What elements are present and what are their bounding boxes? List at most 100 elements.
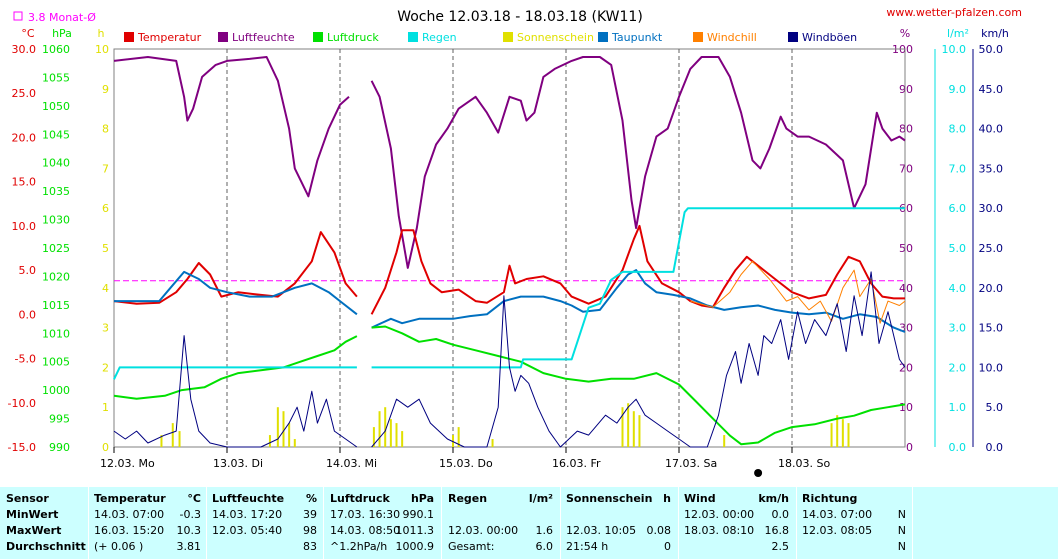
stats-header: Sonnenschein [566,492,653,505]
separator [796,487,797,559]
separator [912,487,913,559]
axis-unit-label: l/m² [947,27,969,40]
axis-tick-label: 0.0 [949,441,967,454]
legend: Temperatur Luftfeuchte Luftdruck Regen Sonne… [124,31,857,44]
sunshine-bar [288,423,291,447]
axis-tick-label: 50.0 [979,43,1004,56]
stats-time: ^1.2hPa/h [330,540,388,553]
axis-tick-label: 3.0 [949,322,967,335]
axis-tick-label: 1030 [42,214,70,227]
stats-header: Sensor [6,492,49,505]
axis-tick-label: 1050 [42,100,70,113]
axis-tick-label: 1000 [42,384,70,397]
stats-value: N [897,508,906,521]
sunshine-bar [171,423,174,447]
sunshine-bar [621,407,624,447]
legend-swatch [124,32,134,42]
series-taupunkt-line [371,269,906,333]
legend-swatch [693,32,703,42]
stats-unit: l/m² [528,492,553,505]
axis-tick-label: 60 [899,202,913,215]
stats-time: 12.03. 00:00 [448,524,519,537]
stats-time: Gesamt: [448,540,495,553]
sunshine-bar [627,403,630,447]
separator [678,487,679,559]
stats-time: 16.03. 15:20 [94,524,165,537]
x-tick-label: 12.03. Mo [100,457,155,470]
stats-time: 14.03. 17:20 [212,508,283,521]
source-link[interactable]: www.wetter-pfalzen.com [886,6,1022,19]
stats-col-sonnenschein: Sonnenschein h 12.03. 10:05 0.08 21:54 h 0 [566,487,671,559]
sunshine-bar [841,419,844,447]
x-tick-label: 15.03. Do [439,457,493,470]
axis-tick-label: 20.0 [12,131,37,144]
series-windchill-line [690,260,906,324]
axis-tick-label: 20 [899,361,913,374]
axis-tick-label: 0.0 [986,441,1004,454]
axis-tick-label: 1040 [42,157,70,170]
sunshine-bar [723,435,726,447]
x-tick-label: 16.03. Fr [552,457,601,470]
axis-tick-label: 5.0 [19,264,37,277]
stats-unit: °C [187,492,201,505]
stats-value: 0 [664,540,671,553]
month-avg-icon [13,11,23,21]
sunshine-bar [293,439,296,447]
axis-tick-label: 7 [102,162,109,175]
stats-time: 12.03. 10:05 [566,524,637,537]
sunshine-bar [178,431,181,447]
axis-tick-label: 1 [102,401,109,414]
stats-unit: hPa [410,492,434,505]
axis-unit-label: % [900,27,910,40]
axis-tick-label: 9 [102,83,109,96]
stats-value: 3.81 [176,540,202,553]
axis-tick-label: 10 [95,43,109,56]
weather-chart: Woche 12.03.18 - 18.03.18 (KW11) www.wet… [8,6,1022,477]
legend-swatch [408,32,418,42]
stats-value: 990.1 [402,508,435,521]
stats-col-regen: Regen l/m² 12.03. 00:00 1.6 Gesamt: 6.0 [448,487,553,559]
legend-swatch [218,32,228,42]
axis-tick-label: 1010 [42,327,70,340]
stats-unit: km/h [758,492,789,505]
sunshine-bar [638,415,641,447]
legend-label: Sonnenschein [517,31,594,44]
axis-tick-label: 10 [899,401,913,414]
sunshine-bar [457,427,460,447]
sunshine-bar [632,411,635,447]
axis-tick-label: 1055 [42,71,70,84]
series-temperatur-line [113,231,358,305]
sunshine-bar [268,435,271,447]
stats-value: -0.3 [179,508,201,521]
stats-value: 16.8 [764,524,790,537]
month-avg-label: 3.8 Monat-Ø [28,11,96,24]
series-regen-line [113,366,357,380]
stats-col-richtung: Richtung 14.03. 07:00 N 12.03. 08:05 N N [802,487,906,559]
sunshine-bar [395,423,398,447]
legend-label: Luftfeuchte [232,31,295,44]
series-temperatur-line [370,224,905,315]
x-tick-label: 14.03. Mi [326,457,377,470]
stats-col-luftfeuchte: Luftfeuchte% 14.03. 17:20 39 12.03. 05:40… [212,487,317,559]
axis-tick-label: 30 [899,322,913,335]
axis-tick-label: 10.0 [979,361,1004,374]
x-axis: 12.03. Mo 13.03. Di 14.03. Mi 15.03. Do 16.0… [100,447,830,477]
stats-col-luftdruck: Luftdruck hPa 17.03. 16:30 990.1 14.03. 08… [330,487,434,559]
axis-tick-label: 80 [899,123,913,136]
axis-tick-label: 50 [899,242,913,255]
stats-time: 14.03. 08:50 [330,524,401,537]
axis-tick-label: -15.0 [8,441,36,454]
axis-tick-label: 1035 [42,185,70,198]
stats-time: (+ 0.06 ) [94,540,144,553]
x-tick-label: 18.03. So [778,457,830,470]
stats-value: 39 [303,508,317,521]
stats-col-sensor: Sensor MinWert MaxWert Durchschnitt [6,487,86,559]
legend-swatch [598,32,608,42]
stats-table: Sensor MinWert MaxWert Durchschnitt Temp… [0,487,1058,559]
axis-tick-label: 20.0 [979,282,1004,295]
axis-tick-label: 40.0 [979,123,1004,136]
legend-label: Taupunkt [611,31,663,44]
stats-value: 1011.3 [395,524,435,537]
stats-row-label: Durchschnitt [6,540,86,553]
axis-tick-label: 0 [102,441,109,454]
